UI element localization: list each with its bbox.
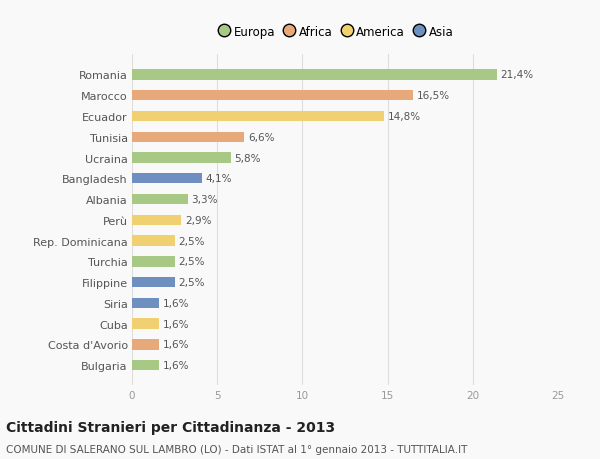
- Bar: [132, 132, 244, 143]
- Text: 1,6%: 1,6%: [163, 340, 189, 350]
- Text: 2,5%: 2,5%: [178, 278, 205, 287]
- Text: 4,1%: 4,1%: [205, 174, 232, 184]
- Text: 14,8%: 14,8%: [388, 112, 421, 122]
- Text: 21,4%: 21,4%: [500, 70, 533, 80]
- Bar: [132, 298, 159, 308]
- Text: 2,5%: 2,5%: [178, 257, 205, 267]
- Bar: [132, 91, 413, 101]
- Bar: [132, 70, 497, 80]
- Text: 3,3%: 3,3%: [191, 195, 218, 205]
- Legend: Europa, Africa, America, Asia: Europa, Africa, America, Asia: [215, 21, 458, 44]
- Bar: [132, 360, 159, 370]
- Text: 1,6%: 1,6%: [163, 319, 189, 329]
- Text: 5,8%: 5,8%: [234, 153, 261, 163]
- Bar: [132, 215, 181, 225]
- Bar: [132, 319, 159, 329]
- Text: 1,6%: 1,6%: [163, 298, 189, 308]
- Bar: [132, 174, 202, 184]
- Bar: [132, 277, 175, 288]
- Text: COMUNE DI SALERANO SUL LAMBRO (LO) - Dati ISTAT al 1° gennaio 2013 - TUTTITALIA.: COMUNE DI SALERANO SUL LAMBRO (LO) - Dat…: [6, 444, 467, 454]
- Text: 16,5%: 16,5%: [416, 91, 449, 101]
- Bar: [132, 153, 231, 163]
- Text: 2,5%: 2,5%: [178, 236, 205, 246]
- Bar: [132, 236, 175, 246]
- Text: 1,6%: 1,6%: [163, 360, 189, 370]
- Text: 2,9%: 2,9%: [185, 215, 211, 225]
- Bar: [132, 257, 175, 267]
- Text: Cittadini Stranieri per Cittadinanza - 2013: Cittadini Stranieri per Cittadinanza - 2…: [6, 420, 335, 434]
- Text: 6,6%: 6,6%: [248, 133, 274, 142]
- Bar: [132, 195, 188, 205]
- Bar: [132, 340, 159, 350]
- Bar: [132, 112, 384, 122]
